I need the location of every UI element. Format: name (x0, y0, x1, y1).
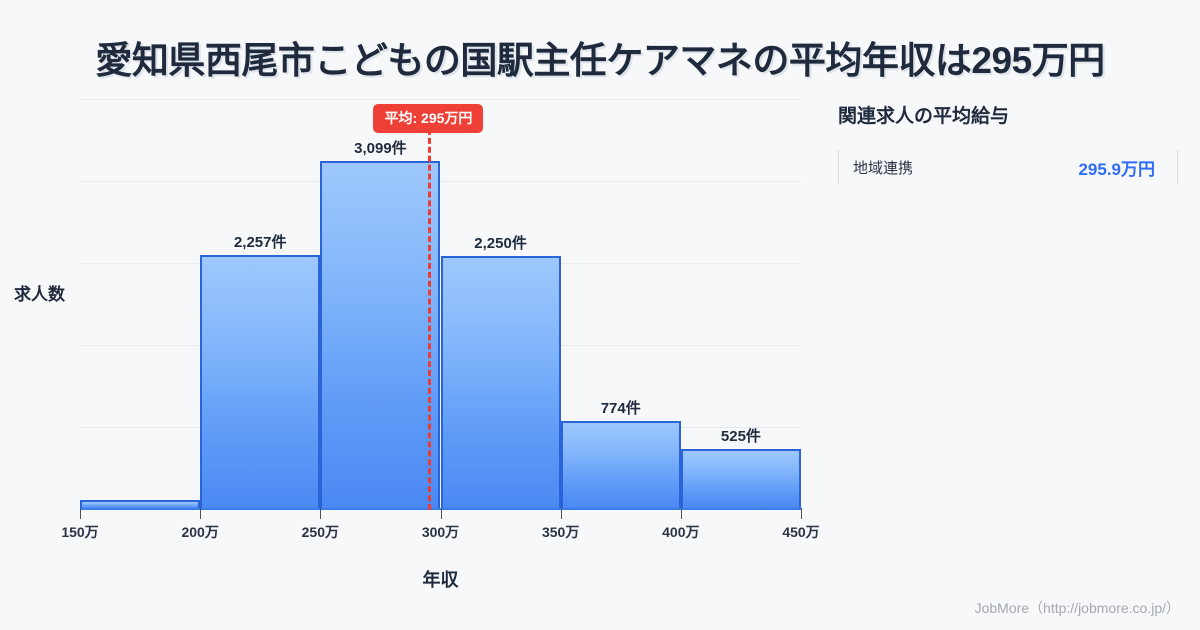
y-axis-title: 求人数 (14, 285, 65, 304)
x-axis-tick (200, 508, 202, 519)
x-axis-tick (680, 508, 682, 519)
histogram-bar (320, 160, 441, 508)
related-salary-row-label: 地域連携 (853, 159, 914, 177)
related-salary-title: 関連求人の平均給与 (838, 106, 1010, 127)
x-axis-tick-label: 450万 (782, 524, 820, 540)
x-axis-tick-label: 250万 (301, 524, 340, 540)
x-axis-tick (320, 508, 322, 519)
related-salary-row-value: 295.9万円 (1078, 159, 1155, 179)
bar-value-label: 2,250件 (474, 234, 527, 252)
related-salary-row: 地域連携 295.9万円 (838, 150, 1178, 184)
x-axis-tick (801, 508, 802, 519)
x-axis-tick (80, 508, 81, 519)
bar-value-label: 2,257件 (233, 234, 287, 252)
plot-area (80, 99, 801, 508)
x-axis-tick-label: 400万 (662, 524, 700, 540)
page-title: 愛知県西尾市こどもの国駅主任ケアマネの平均年収は295万円 (95, 40, 1105, 81)
x-axis-tick (440, 508, 442, 519)
x-axis-tick-label: 300万 (421, 524, 460, 540)
average-line (428, 120, 432, 510)
histogram-chart: 2,257件 3,099件 2,250件 774件 525件 150万 200万 250万 3… (14, 99, 820, 590)
gridline (80, 99, 801, 100)
gridline (80, 181, 801, 182)
histogram-bar (680, 449, 801, 508)
x-axis-tick-label: 200万 (181, 524, 219, 540)
histogram-bar (560, 421, 681, 508)
x-axis-tick-label: 350万 (541, 524, 580, 540)
histogram-bar (200, 255, 321, 508)
bar-value-label: 774件 (600, 400, 641, 418)
related-salary-list: 地域連携 295.9万円 (838, 150, 1178, 184)
x-axis-tick (560, 508, 562, 519)
histogram-bar (80, 500, 201, 508)
x-axis-tick-label: 150万 (61, 524, 99, 540)
histogram-bar (440, 255, 561, 508)
average-badge: 平均: 295万円 (373, 104, 484, 133)
related-salary-panel: 関連求人の平均給与 地域連携 295.9万円 (838, 99, 1178, 184)
bar-value-label: 3,099件 (354, 139, 407, 157)
bar-value-label: 525件 (720, 428, 761, 446)
x-axis-title: 年収 (422, 570, 459, 590)
footer-attribution: JobMore（http://jobmore.co.jp/） (974, 600, 1180, 616)
